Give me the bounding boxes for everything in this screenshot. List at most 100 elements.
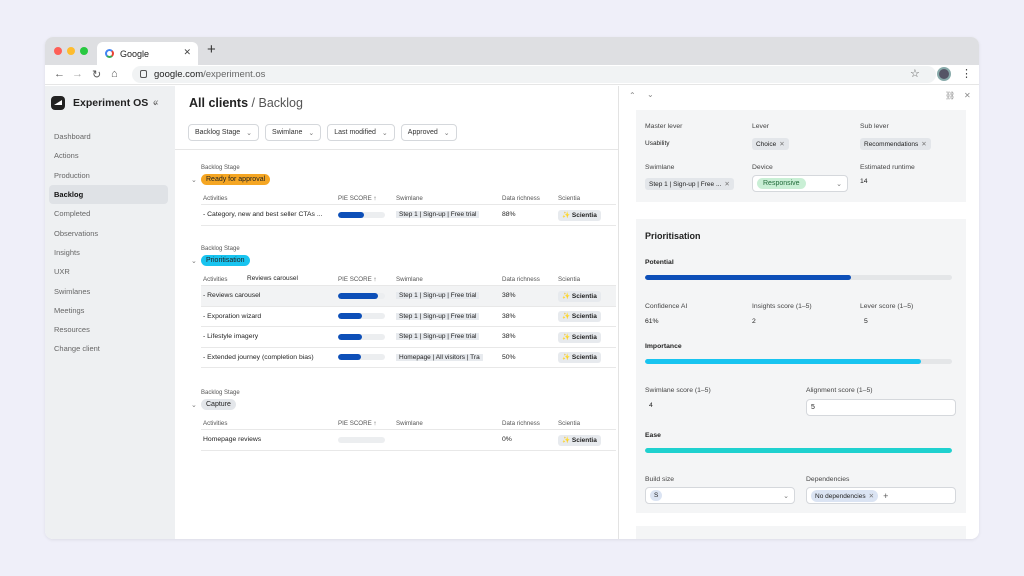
maximize-window-icon[interactable] [80,47,88,55]
column-header-richness[interactable]: Data richness [502,420,540,427]
link-icon[interactable]: ⛓ [945,91,956,100]
activity-name[interactable]: Homepage reviews [203,436,262,444]
column-header-pie[interactable]: PIE SCORE ↑ [338,195,377,202]
swimlane-tag[interactable]: Step 1 | Sign-up | Free trial [396,292,480,300]
column-header-swimlane[interactable]: Swimlane [396,195,423,202]
chevron-down-icon[interactable]: ⌄ [647,90,654,99]
browser-tab[interactable]: Google ✕ [97,42,198,65]
filter-last-modified[interactable]: Last modified ⌄ [327,124,395,141]
sidebar-item-change-client[interactable]: Change client [54,344,100,354]
activity-name[interactable]: - Exporation wizard [203,312,262,320]
column-header-scientia[interactable]: Scientia [558,420,581,427]
sidebar: Experiment OS ⌄ « Dashboard Actions Produc… [45,86,175,539]
sidebar-item-resources[interactable]: Resources [54,325,90,335]
remove-tag-icon[interactable]: ✕ [921,141,927,148]
close-window-icon[interactable] [54,47,62,55]
table-row[interactable]: - Extended journey (completion bias) Home… [201,348,616,368]
scientia-button[interactable]: ✨ Scientia [558,434,601,446]
column-header-richness[interactable]: Data richness [502,276,540,283]
filter-swimlane[interactable]: Swimlane ⌄ [265,124,322,141]
table-row[interactable]: - Exporation wizard Step 1 | Sign-up | Fr… [201,307,616,327]
sidebar-item-observations[interactable]: Observations [54,228,99,238]
back-icon[interactable]: ← [54,68,65,80]
workspace-switcher[interactable]: Experiment OS ⌄ [51,96,158,110]
sidebar-item-actions[interactable]: Actions [54,151,79,161]
swimlane-tag[interactable]: Homepage | All visitors | Tra [396,353,483,361]
column-header-activities[interactable]: Activities [203,420,228,427]
browser-menu-icon[interactable]: ⋮ [961,68,972,80]
minimize-window-icon[interactable] [67,47,75,55]
filter-approved[interactable]: Approved ⌄ [400,124,457,141]
pie-score-cell [338,333,396,340]
chevron-down-icon[interactable]: ⌄ [191,401,197,409]
address-bar[interactable]: google.com/experiment.os [132,66,936,83]
forward-icon[interactable]: → [72,68,83,80]
ease-label: Ease [645,432,661,439]
column-header-swimlane[interactable]: Swimlane [396,420,423,427]
column-header-scientia[interactable]: Scientia [558,276,581,283]
add-dependency-icon[interactable]: + [883,490,889,501]
column-header-richness[interactable]: Data richness [502,195,540,202]
column-header-pie[interactable]: PIE SCORE ↑ [338,420,377,427]
sidebar-item-swimlanes[interactable]: Swimlanes [54,286,91,296]
close-tab-icon[interactable]: ✕ [183,47,191,57]
table-row[interactable]: - Lifestyle imagery Step 1 | Sign-up | Fr… [201,327,616,348]
remove-tag-icon[interactable]: ✕ [724,181,730,188]
collapse-sidebar-icon[interactable]: « [153,97,159,108]
profile-avatar[interactable] [937,67,951,81]
group-header[interactable]: ⌄ Prioritisation [191,255,616,266]
sidebar-item-production[interactable]: Production [54,170,90,180]
close-panel-icon[interactable]: ✕ [964,91,971,100]
filter-backlog-stage[interactable]: Backlog Stage ⌄ [188,124,260,141]
device-select[interactable]: Responsive ⌄ [752,175,848,192]
group-header[interactable]: ⌄ Ready for approval [191,174,616,185]
activity-name[interactable]: - Category, new and best seller CTAs ... [203,211,323,219]
sidebar-item-dashboard[interactable]: Dashboard [54,132,91,142]
master-lever-value[interactable]: Usability [645,140,670,147]
table-row[interactable]: - Category, new and best seller CTAs ...… [201,205,616,226]
bookmark-star-icon[interactable]: ☆ [910,68,920,80]
home-icon[interactable]: ⌂ [111,68,118,80]
scientia-button[interactable]: ✨ Scientia [558,209,601,221]
table-row[interactable]: - Reviews carousel Step 1 | Sign-up | Fre… [201,286,616,307]
sidebar-item-completed[interactable]: Completed [54,209,91,219]
chevron-down-icon[interactable]: ⌄ [191,176,197,184]
swimlane-tag[interactable]: Step 1 | Sign-up | Free trial [396,211,480,219]
chevron-down-icon[interactable]: ⌄ [191,257,197,265]
sidebar-item-meetings[interactable]: Meetings [54,305,85,315]
dependencies-field[interactable]: No dependencies ✕ + [806,487,956,504]
column-header-activities[interactable]: Activities [203,195,228,202]
sub-lever-tag[interactable]: Recommendations ✕ [860,138,931,150]
swimlane-tag[interactable]: Step 1 | Sign-up | Free trial [396,312,480,320]
scientia-button[interactable]: ✨ Scientia [558,311,601,323]
remove-tag-icon[interactable]: ✕ [779,141,785,148]
dependency-tag[interactable]: No dependencies ✕ [811,489,879,502]
activity-name[interactable]: - Reviews carousel [203,292,261,300]
build-size-select[interactable]: S ⌄ [645,487,795,504]
sidebar-item-uxr[interactable]: UXR [54,267,70,277]
column-header-scientia[interactable]: Scientia [558,195,581,202]
tooltip: Reviews carousel [247,275,298,282]
group-header[interactable]: ⌄ Capture [191,399,616,410]
breadcrumb-root[interactable]: All clients [189,96,249,110]
table-row[interactable]: Homepage reviews 0% ✨ Scientia [201,430,616,451]
sidebar-item-insights[interactable]: Insights [54,247,80,257]
scientia-button[interactable]: ✨ Scientia [558,352,601,364]
build-size-label: Build size [645,476,675,483]
swimlane-tag[interactable]: Step 1 | Sign-up | Free trial [396,333,480,341]
lever-tag[interactable]: Choice ✕ [752,138,789,150]
activity-name[interactable]: - Extended journey (completion bias) [203,353,314,361]
column-header-pie[interactable]: PIE SCORE ↑ [338,276,377,283]
swimlane-tag[interactable]: Step 1 | Sign-up | Free ... ✕ [645,178,734,190]
sidebar-item-backlog[interactable]: Backlog [49,184,168,205]
remove-tag-icon[interactable]: ✕ [868,492,875,500]
column-header-activities[interactable]: Activities [203,276,228,283]
scientia-button[interactable]: ✨ Scientia [558,331,601,343]
scientia-button[interactable]: ✨ Scientia [558,290,601,302]
new-tab-icon[interactable]: + [207,41,216,58]
activity-name[interactable]: - Lifestyle imagery [203,333,259,341]
alignment-input[interactable]: 5 [806,399,956,416]
reload-icon[interactable]: ↻ [92,69,102,81]
chevron-up-icon[interactable]: ⌃ [629,91,636,100]
column-header-swimlane[interactable]: Swimlane [396,276,423,283]
